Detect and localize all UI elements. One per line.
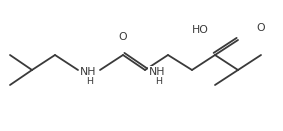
Text: H: H	[87, 77, 93, 86]
Text: NH: NH	[149, 67, 165, 77]
Text: O: O	[257, 23, 265, 33]
Text: NH: NH	[80, 67, 96, 77]
Text: HO: HO	[192, 25, 209, 35]
Text: H: H	[155, 77, 162, 86]
Text: O: O	[119, 32, 127, 42]
